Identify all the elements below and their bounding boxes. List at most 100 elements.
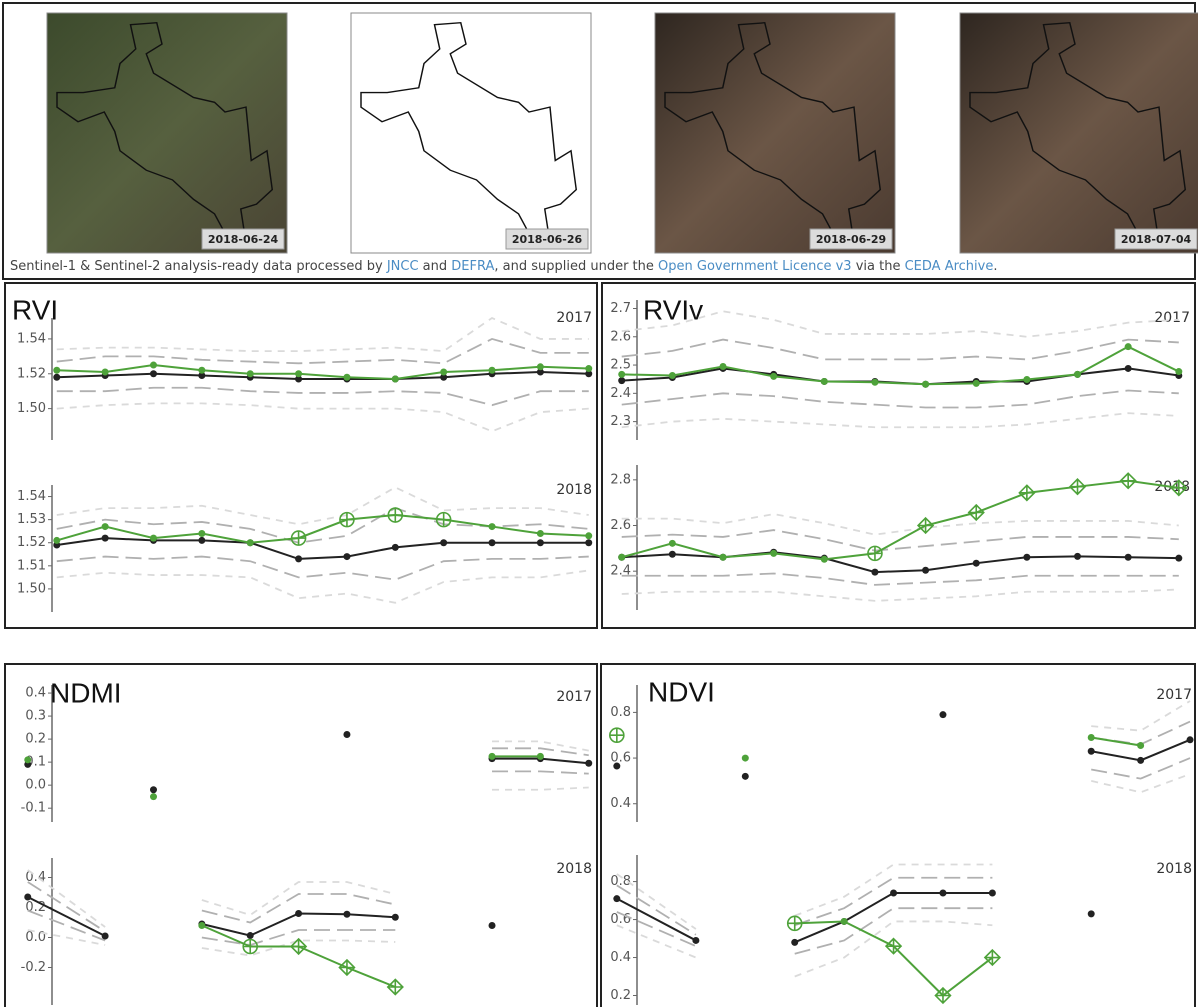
date-label-bg xyxy=(505,228,589,250)
data-point xyxy=(613,762,621,770)
data-point xyxy=(1087,747,1095,755)
series-line xyxy=(56,364,589,381)
envelope-line xyxy=(492,747,589,757)
data-point xyxy=(440,539,448,547)
anomaly-marker xyxy=(916,516,935,535)
anomaly-marker xyxy=(290,530,307,546)
attribution-text: , and supplied under the xyxy=(494,259,659,274)
y-tick-label: 1.53 xyxy=(17,512,46,527)
data-point xyxy=(1087,734,1095,742)
data-point xyxy=(488,752,496,760)
data-point xyxy=(343,553,351,561)
year-label: 2017 xyxy=(1154,310,1190,326)
series-line xyxy=(794,920,993,997)
data-point xyxy=(391,375,399,383)
y-tick-label: 1.54 xyxy=(17,489,46,504)
data-point xyxy=(198,922,206,929)
series-line xyxy=(621,551,1179,574)
data-point xyxy=(536,368,544,376)
chart-title: NDVI xyxy=(648,676,715,707)
attribution-link[interactable]: JNCC xyxy=(386,259,419,274)
data-point xyxy=(585,532,593,540)
image-date: 2018-07-04 xyxy=(1121,233,1192,246)
data-point xyxy=(668,372,676,380)
attribution-text: Sentinel-1 & Sentinel-2 analysis-ready d… xyxy=(10,259,387,274)
envelope-line xyxy=(794,876,993,927)
y-tick-label: 2.4 xyxy=(610,386,631,401)
data-point xyxy=(741,772,749,780)
envelope-line xyxy=(201,881,396,916)
data-point xyxy=(719,553,727,561)
data-point xyxy=(939,711,947,719)
envelope-line xyxy=(56,386,589,407)
data-point xyxy=(972,379,980,387)
data-point xyxy=(820,377,828,385)
data-point xyxy=(1074,370,1082,378)
anomaly-marker xyxy=(609,727,625,744)
data-point xyxy=(150,534,157,542)
attribution-link[interactable]: CEDA Archive xyxy=(904,259,994,274)
y-tick-label: 0.4 xyxy=(610,796,631,811)
data-point xyxy=(198,529,206,537)
anomaly-marker xyxy=(934,986,952,1005)
y-tick-label: 2.3 xyxy=(610,414,631,429)
data-point xyxy=(692,936,700,944)
data-point xyxy=(150,786,157,794)
y-tick-label: 1.52 xyxy=(17,535,46,550)
data-point xyxy=(343,731,351,739)
envelope-line xyxy=(201,939,396,957)
envelope-line xyxy=(27,869,106,928)
satellite-image xyxy=(46,12,288,254)
anomaly-marker xyxy=(387,507,404,523)
series-line xyxy=(56,514,589,544)
data-point xyxy=(488,366,496,374)
data-point xyxy=(1137,742,1145,750)
envelope-line xyxy=(56,555,589,581)
data-point xyxy=(939,889,947,897)
date-label-bg xyxy=(201,228,285,250)
anomaly-marker xyxy=(1068,478,1087,496)
data-point xyxy=(741,754,749,762)
y-tick-label: 0.4 xyxy=(610,950,631,965)
envelope-line xyxy=(616,884,697,936)
anomaly-marker xyxy=(983,948,1002,967)
y-tick-label: 1.51 xyxy=(17,558,46,573)
anomaly-marker xyxy=(242,938,259,955)
series-line xyxy=(27,896,106,937)
data-point xyxy=(1124,364,1132,372)
data-point xyxy=(246,539,254,547)
envelope-line xyxy=(56,507,589,544)
data-point xyxy=(1074,552,1082,560)
envelope-line xyxy=(621,310,1179,338)
data-point xyxy=(101,368,109,376)
data-point xyxy=(536,363,544,371)
image-date: 2018-06-26 xyxy=(512,233,583,246)
anomaly-marker xyxy=(338,958,356,977)
chart-title: RVI xyxy=(12,294,58,325)
envelope-line xyxy=(56,316,589,353)
year-label: 2018 xyxy=(556,861,592,877)
y-tick-label: 1.52 xyxy=(17,366,46,381)
y-tick-label: 0.8 xyxy=(610,874,631,889)
envelope-line xyxy=(201,893,396,924)
y-tick-label: 2.6 xyxy=(610,329,631,344)
year-label: 2017 xyxy=(1156,687,1192,703)
envelope-line xyxy=(621,529,1179,552)
envelope-line xyxy=(492,770,589,775)
data-point xyxy=(585,370,593,378)
image-date: 2018-06-24 xyxy=(208,233,279,246)
data-point xyxy=(488,523,496,531)
attribution-link[interactable]: DEFRA xyxy=(451,259,495,274)
attribution-link[interactable]: Open Government Licence v3 xyxy=(658,259,852,274)
data-point xyxy=(890,889,898,897)
data-point xyxy=(101,932,109,940)
y-tick-label: 0.2 xyxy=(25,732,46,747)
data-point xyxy=(618,370,626,378)
envelope-line xyxy=(621,588,1179,602)
attribution: Sentinel-1 & Sentinel-2 analysis-ready d… xyxy=(10,258,997,276)
data-point xyxy=(871,568,879,576)
data-point xyxy=(719,362,727,370)
anomaly-marker xyxy=(786,915,803,932)
data-point xyxy=(972,559,980,567)
